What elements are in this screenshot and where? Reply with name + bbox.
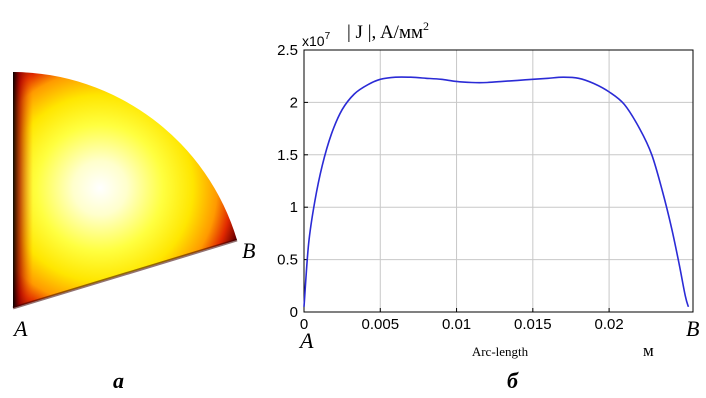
- x-tick-label: 0.01: [442, 316, 471, 333]
- x-tick-label: 0.02: [594, 316, 623, 333]
- x-tick-label: 0.005: [362, 316, 400, 333]
- heatmap-sector: [13, 72, 237, 308]
- x-axis-label: Arc-length: [472, 344, 529, 359]
- chart-title-superscript: 2: [423, 19, 429, 33]
- chart-title: | J |, A/мм2: [347, 19, 429, 43]
- chart-title-text: | J |, A/мм: [347, 22, 423, 43]
- corner-label-a: A: [12, 316, 28, 341]
- y-tick-label: 0.5: [277, 252, 298, 269]
- y-axis-ticks: 0 0.5 1 1.5 2 2.5: [277, 42, 308, 321]
- heatmap-left-edge-shade: [13, 72, 33, 308]
- y-tick-label: 2.5: [277, 42, 298, 59]
- point-label-b: B: [686, 316, 699, 341]
- y-exponent-power: 7: [325, 31, 331, 42]
- line-chart: 0 0.005 0.01 0.015 0.02 0 0.5 1 1.5 2 2.5 x107 | …: [277, 19, 699, 393]
- panel-b-caption: б: [507, 368, 519, 393]
- heatmap-bottom-edge-shade: [12, 238, 238, 310]
- x-tick-label: 0: [300, 316, 308, 333]
- panel-a-caption: а: [113, 368, 124, 393]
- chart-grid: [304, 50, 693, 312]
- corner-label-b: B: [242, 238, 255, 263]
- series-line: [303, 76, 690, 308]
- y-tick-label: 2: [290, 94, 298, 111]
- x-tick-label: 0.015: [514, 316, 552, 333]
- y-tick-label: 0: [290, 304, 298, 321]
- point-label-a: A: [298, 328, 314, 353]
- x-axis-unit: м: [643, 341, 654, 360]
- y-exponent: x107: [302, 31, 331, 49]
- heatmap-panel: A B а: [12, 72, 255, 393]
- x-axis-ticks: 0 0.005 0.01 0.015 0.02: [300, 308, 624, 333]
- plot-frame: [303, 49, 694, 313]
- y-exponent-base: x10: [302, 33, 325, 49]
- y-tick-label: 1: [290, 199, 298, 216]
- y-tick-label: 1.5: [277, 147, 298, 164]
